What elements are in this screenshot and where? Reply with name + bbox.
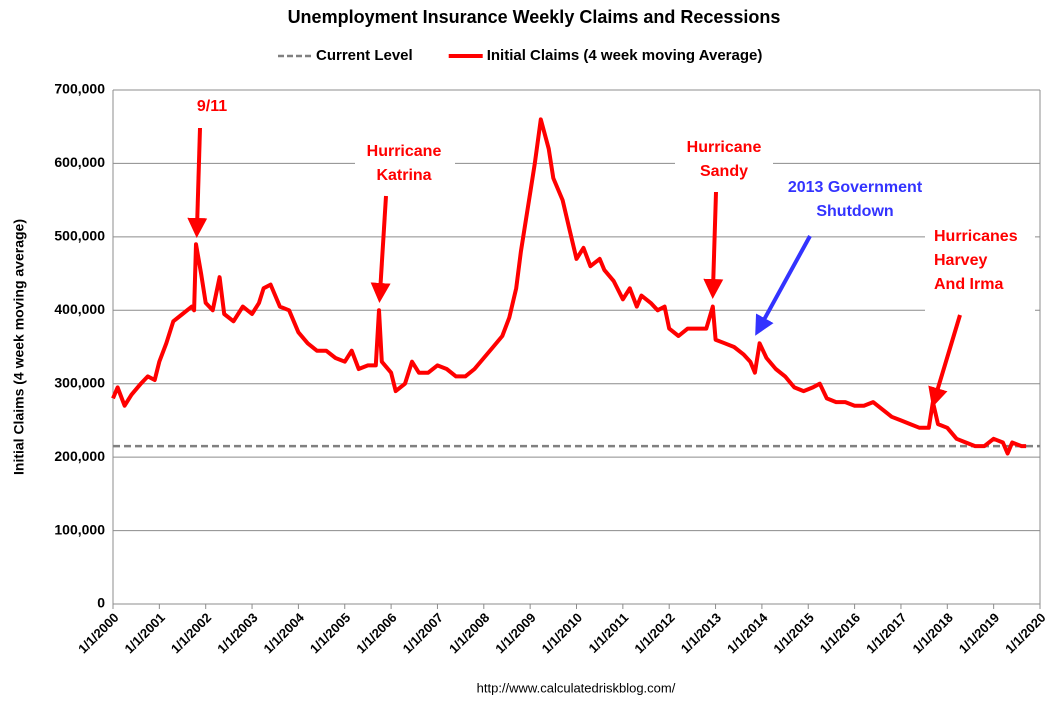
y-tick-label: 300,000 xyxy=(54,374,105,390)
x-tick-label: 1/1/2010 xyxy=(539,610,585,656)
x-tick-label: 1/1/2004 xyxy=(261,609,308,656)
annotation-text: Shutdown xyxy=(816,203,893,220)
x-tick-label: 1/1/2008 xyxy=(446,610,492,656)
x-tick-label: 1/1/2000 xyxy=(75,610,121,656)
x-tick-label: 1/1/2002 xyxy=(168,610,214,656)
x-tick-label: 1/1/2020 xyxy=(1002,610,1048,656)
x-tick-label: 1/1/2007 xyxy=(400,610,446,656)
source: http://www.calculatedriskblog.com/ xyxy=(477,680,676,695)
y-tick-label: 100,000 xyxy=(54,521,105,537)
x-tick-label: 1/1/2013 xyxy=(678,610,724,656)
y-tick-label: 500,000 xyxy=(54,228,105,244)
x-tick-label: 1/1/2014 xyxy=(724,609,771,656)
annotation-arrow xyxy=(755,235,812,336)
x-tick-label: 1/1/2017 xyxy=(863,610,909,656)
annotation-arrow xyxy=(928,314,962,408)
legend-label: Initial Claims (4 week moving Average) xyxy=(487,47,763,64)
annotation-text: Hurricane xyxy=(367,143,442,160)
x-tick-label: 1/1/2015 xyxy=(770,610,816,656)
annotation-box xyxy=(675,130,773,190)
x-tick-label: 1/1/2011 xyxy=(586,610,632,656)
annotation-text: Hurricanes xyxy=(934,228,1018,245)
annotation-box xyxy=(925,220,1035,315)
x-tick-label: 1/1/2001 xyxy=(122,610,168,656)
annotation-text: Sandy xyxy=(700,163,748,180)
x-tick-label: 1/1/2005 xyxy=(307,610,353,656)
annotation-text: Harvey xyxy=(934,252,987,269)
x-tick-label: 1/1/2009 xyxy=(492,610,538,656)
y-axis-label: Initial Claims (4 week moving average) xyxy=(11,219,27,475)
series-line xyxy=(111,117,1027,456)
x-tick-label: 1/1/2018 xyxy=(909,610,955,656)
y-tick-label: 400,000 xyxy=(54,301,105,317)
annotation-arrow xyxy=(370,195,391,303)
annotation-box xyxy=(355,135,455,195)
x-tick-label: 1/1/2012 xyxy=(631,610,677,656)
y-tick-label: 0 xyxy=(97,595,105,611)
x-tick-label: 1/1/2006 xyxy=(353,610,399,656)
annotation-text: And Irma xyxy=(934,276,1003,293)
x-tick-label: 1/1/2003 xyxy=(214,610,260,656)
annotation-text: 9/11 xyxy=(197,98,227,115)
y-tick-label: 700,000 xyxy=(54,81,105,97)
x-tick-label: 1/1/2016 xyxy=(817,610,863,656)
annotation-arrow xyxy=(703,191,724,299)
annotation-box xyxy=(775,172,935,226)
annotation-arrow xyxy=(187,127,208,238)
annotation-text: 2013 Government xyxy=(788,179,923,196)
legend-label: Current Level xyxy=(316,47,413,64)
x-tick-label: 1/1/2019 xyxy=(956,610,1002,656)
y-tick-label: 200,000 xyxy=(54,448,105,464)
y-tick-label: 600,000 xyxy=(54,154,105,170)
annotation-text: Hurricane xyxy=(687,139,762,156)
chart-title: Unemployment Insurance Weekly Claims and… xyxy=(288,7,781,27)
annotation-text: Katrina xyxy=(376,167,431,184)
